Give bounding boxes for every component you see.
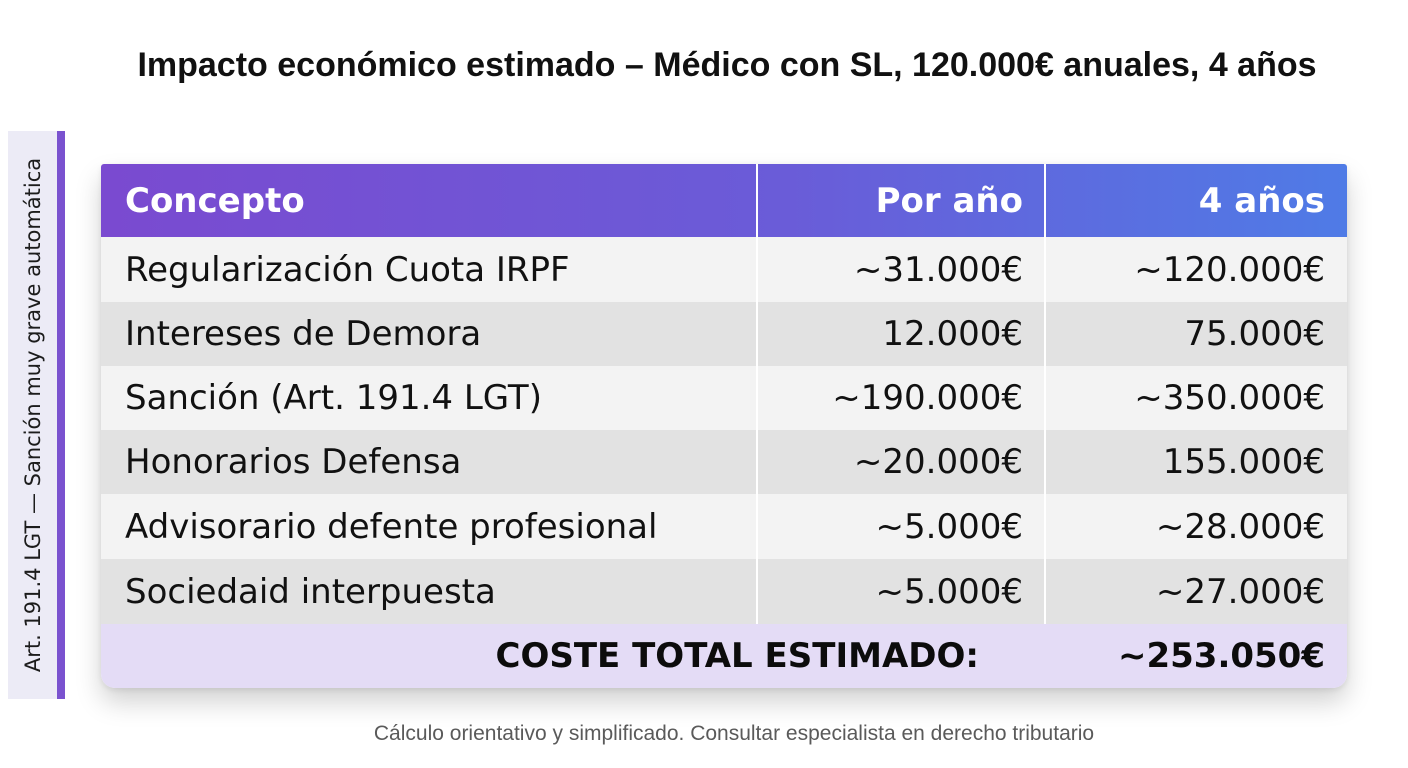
footnote: Cálculo orientativo y simplificado. Cons…	[373, 722, 1095, 745]
total-value: ~253.050€	[1117, 636, 1325, 676]
total-label: COSTE TOTAL ESTIMADO:	[495, 636, 980, 676]
header-per-year: Por año	[875, 180, 1023, 221]
row-four-years: ~27.000€	[1155, 571, 1325, 612]
total-row: COSTE TOTAL ESTIMADO: ~253.050€	[101, 624, 1347, 688]
table-row: Advisorario defente profesional ~5.000€ …	[101, 494, 1347, 559]
side-note-text: Art. 191.4 LGT — Sanción muy grave autom…	[20, 157, 45, 673]
page-title: Impacto económico estimado – Médico con …	[137, 46, 1317, 84]
row-concept: Honorarios Defensa	[125, 442, 462, 482]
table-row: Regularización Cuota IRPF ~31.000€ ~120.…	[101, 237, 1347, 302]
row-four-years: ~350.000€	[1134, 378, 1325, 418]
table-row: Sociedaid interpuesta ~5.000€ ~27.000€	[101, 559, 1347, 624]
row-concept: Intereses de Demora	[125, 314, 482, 354]
row-four-years: 75.000€	[1184, 314, 1325, 354]
header-four-years: 4 años	[1198, 180, 1325, 221]
row-per-year: ~190.000€	[832, 378, 1023, 418]
row-per-year: 12.000€	[882, 314, 1023, 354]
row-per-year: ~5.000€	[875, 506, 1023, 547]
row-concept: Advisorario defente profesional	[125, 506, 658, 547]
row-concept: Sociedaid interpuesta	[125, 571, 496, 612]
row-per-year: ~20.000€	[853, 442, 1023, 482]
table-row: Sanción (Art. 191.4 LGT) ~190.000€ ~350.…	[101, 366, 1347, 430]
table-header: Concepto Por año 4 años	[101, 164, 1347, 237]
table-row: Honorarios Defensa ~20.000€ 155.000€	[101, 430, 1347, 494]
row-four-years: ~28.000€	[1155, 506, 1325, 547]
row-per-year: ~31.000€	[853, 249, 1023, 290]
column-divider	[1044, 164, 1046, 624]
row-per-year: ~5.000€	[875, 571, 1023, 612]
table-row: Intereses de Demora 12.000€ 75.000€	[101, 302, 1347, 366]
column-divider	[756, 164, 758, 624]
header-concept: Concepto	[125, 180, 305, 221]
row-four-years: ~120.000€	[1134, 249, 1325, 290]
side-note-bar: Art. 191.4 LGT — Sanción muy grave autom…	[8, 131, 65, 699]
row-concept: Regularización Cuota IRPF	[125, 249, 570, 290]
cost-table: Concepto Por año 4 años Regularización C…	[101, 164, 1347, 688]
row-four-years: 155.000€	[1162, 442, 1325, 482]
row-concept: Sanción (Art. 191.4 LGT)	[125, 378, 542, 418]
